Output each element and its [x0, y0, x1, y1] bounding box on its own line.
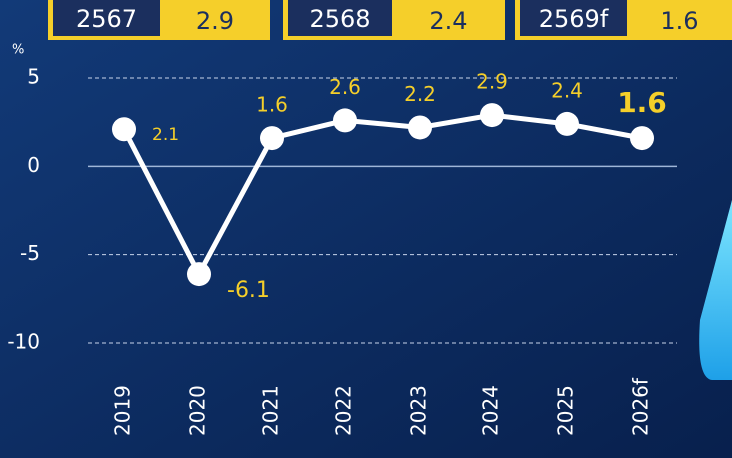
point — [555, 112, 579, 136]
value-label: 1.6 — [256, 93, 288, 117]
year: 2569f — [539, 5, 609, 33]
value: 2.4 — [429, 7, 467, 35]
point — [260, 126, 284, 150]
x-tick-label: 2021 — [259, 385, 283, 436]
point — [333, 108, 357, 132]
y-tick-label: -5 — [20, 241, 40, 265]
point — [480, 103, 504, 127]
value-label: -6.1 — [227, 278, 270, 303]
year: 2567 — [76, 5, 137, 33]
y-unit: % — [12, 43, 24, 58]
page: % 2567 2.9 2568 2.4 2569f 1.6 -10 -5 0 5 2.1 2019 -6… — [0, 0, 732, 458]
value-label: 1.6 — [617, 86, 667, 119]
y-tick-label: -10 — [7, 330, 40, 354]
x-tick-label: 2022 — [332, 385, 356, 436]
point — [630, 126, 654, 150]
value-label: 2.2 — [404, 82, 436, 106]
point — [112, 117, 136, 141]
y-tick-label: 5 — [27, 65, 40, 89]
x-tick-label: 2025 — [554, 385, 578, 436]
x-tick-label: 2023 — [407, 385, 431, 436]
value-label: 2.9 — [476, 70, 508, 94]
value-label: 2.4 — [551, 78, 583, 102]
x-tick-label: 2020 — [186, 385, 210, 436]
point — [187, 262, 211, 286]
x-tick-label: 2019 — [111, 385, 135, 436]
chart: % 2567 2.9 2568 2.4 2569f 1.6 -10 -5 0 5 2.1 2019 -6… — [0, 0, 732, 458]
x-tick-label: 2024 — [479, 385, 503, 436]
value-label: 2.1 — [152, 125, 179, 145]
year: 2568 — [309, 5, 370, 33]
value: 2.9 — [196, 7, 234, 35]
value-label: 2.6 — [329, 75, 361, 99]
point — [408, 115, 432, 139]
value: 1.6 — [660, 7, 698, 35]
x-tick-label: 2026f — [629, 377, 653, 436]
y-tick-label: 0 — [27, 153, 40, 177]
